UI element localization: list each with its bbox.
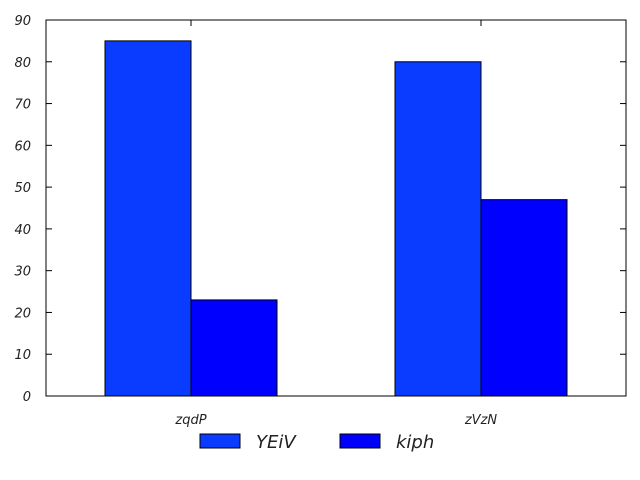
legend-swatch-YEiV xyxy=(199,433,241,449)
y-tick-label: 70 xyxy=(14,98,31,113)
bar-YEiV-zqdP xyxy=(104,40,192,397)
legend-label-YEiV: YEiV xyxy=(256,432,297,453)
bar-YEiV-zVzN xyxy=(394,61,482,397)
x-tick-label-zqdP: zqdP xyxy=(174,413,206,428)
y-tick-label: 80 xyxy=(14,56,31,71)
bar-kiph-zqdP xyxy=(190,299,278,397)
y-tick-label: 10 xyxy=(14,348,31,363)
legend: YEiV kiph xyxy=(199,432,434,453)
y-tick-label: 0 xyxy=(23,390,31,405)
y-tick-label: 50 xyxy=(14,181,31,196)
legend-label-kiph: kiph xyxy=(396,432,434,453)
bar-kiph-zVzN xyxy=(480,199,568,397)
y-tick-label: 20 xyxy=(14,306,31,321)
legend-swatch-kiph xyxy=(339,433,381,449)
y-tick-label: 90 xyxy=(14,14,31,29)
x-tick-label-zVzN: zVzN xyxy=(464,413,498,428)
bars-group xyxy=(104,40,568,397)
y-tick-label: 30 xyxy=(14,265,31,280)
plot-frame xyxy=(45,19,627,397)
y-tick-label: 40 xyxy=(14,223,31,238)
axes-group: 0 10 20 30 40 50 60 70 80 90 zqdP zVzN xyxy=(14,14,627,428)
y-tick-label: 60 xyxy=(14,139,31,154)
